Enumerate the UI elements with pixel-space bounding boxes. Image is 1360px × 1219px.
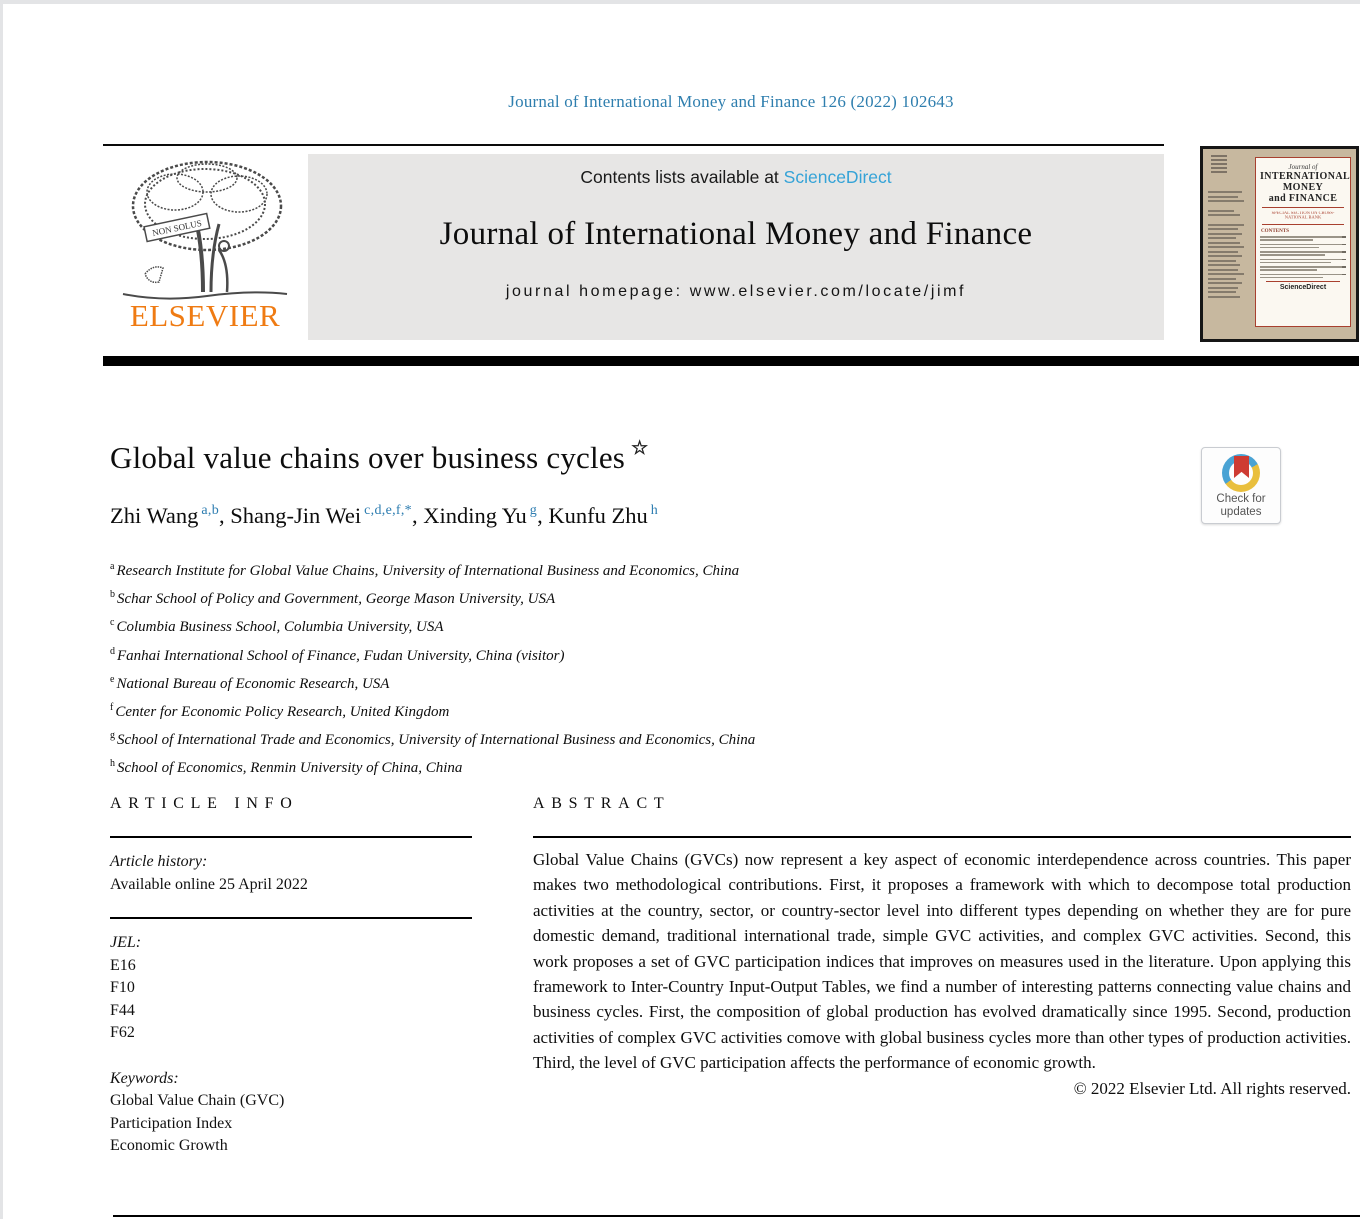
cover-sciencedirect: ScienceDirect (1279, 284, 1327, 291)
affiliation-row: d Fanhai International School of Finance,… (110, 645, 565, 664)
crossmark-ring-icon (1222, 454, 1260, 492)
cover-title: INTERNATIONAL MONEY and FINANCE (1260, 171, 1351, 204)
cover-rule (1262, 224, 1344, 225)
abstract-text: Global Value Chains (GVCs) now represent… (533, 850, 1351, 1073)
jel-code: F44 (110, 1001, 135, 1019)
contents-lists-text: Contents lists available at (580, 167, 784, 187)
cover-rule (1262, 207, 1344, 208)
author-footnote-marker[interactable]: g (529, 503, 538, 518)
jel-code: E16 (110, 956, 136, 974)
title-footnote-star: ☆ (631, 438, 649, 459)
author-name: Xinding Yu (423, 503, 527, 528)
article-history-label: Article history: (110, 853, 208, 870)
journal-homepage-line: journal homepage: www.elsevier.com/locat… (308, 283, 1164, 301)
cover-rule (1266, 281, 1340, 282)
section-rule (533, 836, 1351, 838)
jel-label: JEL: (110, 934, 142, 951)
author-name: Shang-Jin Wei (230, 503, 362, 528)
cover-contents-entries (1260, 236, 1346, 278)
cover-contents-label: CONTENTS (1261, 228, 1290, 234)
header-divider-bar (103, 356, 1359, 366)
homepage-url-link[interactable]: www.elsevier.com/locate/jimf (689, 283, 967, 300)
author-footnote-marker[interactable]: c,d,e,f,* (364, 503, 412, 518)
check-for-updates-label: Check for updates (1216, 493, 1266, 518)
footnote-separator-rule (113, 1215, 1360, 1217)
elsevier-tree-icon: NON SOLUS (122, 160, 288, 300)
cover-journal-of: Journal of (1288, 163, 1318, 171)
jel-code: F10 (110, 979, 135, 996)
sciencedirect-link[interactable]: ScienceDirect (783, 167, 892, 187)
article-title: Global value chains over business cycles… (110, 438, 649, 475)
elsevier-wordmark: ELSEVIER (129, 298, 281, 333)
keyword: Participation Index (110, 1114, 233, 1132)
contents-lists-line: Contents lists available at ScienceDirec… (308, 167, 1164, 188)
elsevier-logo: NON SOLUS ELSEVIER (107, 154, 303, 340)
available-online-date: Available online 25 April 2022 (110, 875, 308, 893)
header-top-rule (103, 144, 1164, 146)
cover-special-section: SPECIAL SECTION ON CROSS-NATIONAL BANK (1271, 211, 1335, 221)
cover-content-panel: Journal of INTERNATIONAL MONEY and FINANCE… (1255, 157, 1351, 327)
jel-code-list: E16 F10 F44 F62 (110, 955, 472, 1045)
affiliation-row: f Center for Economic Policy Research, Un… (110, 702, 450, 721)
author-name: Zhi Wang (110, 503, 199, 528)
abstract-section: ABSTRACT Global Value Chains (GVCs) now … (533, 795, 1351, 1099)
cover-editor-list (1208, 191, 1250, 300)
article-info-heading: ARTICLE INFO (110, 795, 299, 812)
cover-elsevier-mark-icon (1211, 155, 1227, 175)
journal-citation: Journal of International Money and Finan… (508, 92, 954, 111)
journal-banner: Contents lists available at ScienceDirec… (308, 154, 1164, 340)
affiliation-row: h School of Economics, Renmin University … (110, 758, 463, 777)
affiliation-row: a Research Institute for Global Value Cha… (110, 561, 740, 579)
affiliation-row: e National Bureau of Economic Research, U… (110, 673, 390, 692)
copyright-notice: © 2022 Elsevier Ltd. All rights reserved… (1073, 1078, 1351, 1098)
keywords-label: Keywords: (110, 1069, 179, 1087)
affiliation-list: a Research Institute for Global Value Cha… (110, 555, 755, 781)
section-rule (110, 836, 472, 838)
journal-cover-thumbnail[interactable]: Journal of INTERNATIONAL MONEY and FINANCE… (1200, 146, 1359, 342)
author-name: Kunfu Zhu (548, 503, 648, 528)
crossmark-bookmark-icon (1234, 456, 1249, 478)
author-footnote-marker[interactable]: a,b (201, 503, 220, 518)
abstract-heading: ABSTRACT (533, 795, 671, 812)
author-footnote-marker[interactable]: h (650, 503, 659, 518)
affiliation-row: g School of International Trade and Econo… (110, 730, 756, 749)
jel-code: F62 (110, 1024, 135, 1041)
keyword: Economic Growth (110, 1137, 228, 1154)
keyword: Global Value Chain (GVC) (110, 1092, 285, 1109)
article-info-section: ARTICLE INFO Article history: Available … (110, 795, 472, 1158)
journal-name: Journal of International Money and Finan… (439, 216, 1033, 252)
author-list: Zhi Wang a,b, Shang-Jin Wei c,d,e,f,*, Xin… (110, 503, 659, 528)
affiliation-row: c Columbia Business School, Columbia Univ… (110, 617, 444, 636)
section-rule (110, 917, 472, 919)
homepage-label: journal homepage: (505, 283, 690, 300)
keyword-list: Global Value Chain (GVC) Participation In… (110, 1090, 472, 1158)
affiliation-row: b Schar School of Policy and Government, … (110, 589, 556, 608)
check-for-updates-badge[interactable]: Check for updates (1201, 447, 1281, 524)
